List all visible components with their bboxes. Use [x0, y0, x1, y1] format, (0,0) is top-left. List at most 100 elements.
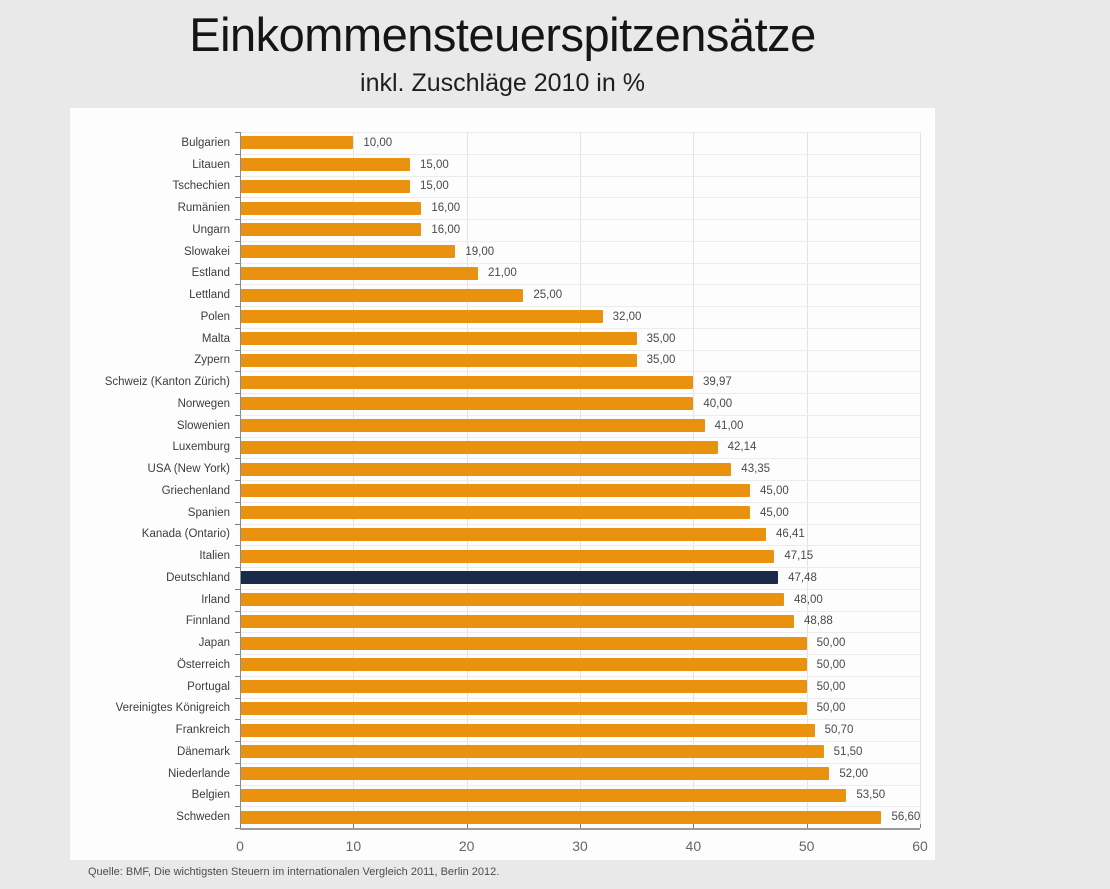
category-label: Norwegen: [177, 397, 230, 410]
category-label: Belgien: [191, 789, 230, 802]
bar-track: 16,00: [240, 219, 920, 241]
bar: [240, 158, 410, 172]
category-label: Estland: [191, 267, 230, 280]
bar-row: Zypern 35,00: [70, 350, 920, 372]
value-label: 45,00: [760, 506, 789, 519]
bar-track: 45,00: [240, 480, 920, 502]
value-label: 50,00: [816, 680, 846, 693]
category-label: Schweden: [176, 811, 230, 824]
category-label: Griechenland: [161, 484, 230, 497]
value-label: 48,00: [794, 593, 823, 606]
bar-row: Litauen 15,00: [70, 154, 920, 176]
bar-row: Belgien 53,50: [70, 785, 920, 807]
value-label: 48,88: [803, 615, 833, 628]
category-label: Bulgarien: [181, 136, 230, 149]
bar-track: 56,60: [240, 806, 920, 828]
category-label: Slowakei: [183, 245, 230, 258]
value-label: 50,00: [816, 702, 846, 715]
bar: [240, 201, 422, 215]
bar-row: Schweiz (Kanton Zürich) 39,97: [70, 371, 920, 393]
category-label: Frankreich: [175, 724, 230, 737]
bar-track: 52,00: [240, 763, 920, 785]
bar-track: 32,00: [240, 306, 920, 328]
bar: [240, 288, 524, 302]
category-label: Finnland: [185, 615, 230, 628]
category-label: Malta: [201, 332, 230, 345]
bar-row: Österreich 50,00: [70, 654, 920, 676]
bar: [240, 484, 750, 498]
bar-track: 46,41: [240, 524, 920, 546]
category-label: Irland: [201, 593, 230, 606]
bar: [240, 440, 718, 454]
value-label: 16,00: [431, 223, 461, 236]
bar-highlighted: [240, 571, 779, 585]
category-label: Kanada (Ontario): [141, 528, 230, 541]
bar-track: 41,00: [240, 415, 920, 437]
page-subtitle: inkl. Zuschläge 2010 in %: [360, 69, 645, 97]
value-label: 53,50: [856, 789, 886, 802]
x-tick-label: 40: [685, 838, 702, 854]
bar-row: Ungarn 16,00: [70, 219, 920, 241]
bar-row: Bulgarien 10,00: [70, 132, 920, 154]
value-label: 52,00: [839, 767, 869, 780]
source-note: Quelle: BMF, Die wichtigsten Steuern im …: [88, 866, 500, 878]
category-label: Dänemark: [176, 745, 230, 758]
bar: [240, 658, 807, 672]
category-label: Portugal: [187, 680, 230, 693]
bar-row: Griechenland 45,00: [70, 480, 920, 502]
bar: [240, 462, 732, 476]
value-label: 46,41: [775, 528, 805, 541]
bar-row: Slowakei 19,00: [70, 241, 920, 263]
category-label: Tschechien: [172, 180, 230, 193]
chart-panel: Bulgarien 10,00 Litauen 15,00 Tschechien 15,0…: [70, 108, 935, 860]
value-label: 45,00: [760, 484, 789, 497]
bar-track: 35,00: [240, 350, 920, 372]
bar-row: Rumänien 16,00: [70, 197, 920, 219]
x-tick: [353, 824, 355, 828]
value-label: 10,00: [363, 136, 393, 149]
bar: [240, 614, 794, 628]
category-label: Luxemburg: [172, 441, 230, 454]
value-label: 50,00: [816, 658, 846, 671]
bar: [240, 375, 693, 389]
x-tick-label: 10: [345, 838, 362, 854]
bar: [240, 810, 882, 824]
bar: [240, 701, 807, 715]
bar-track: 25,00: [240, 284, 920, 306]
x-tick-label: 50: [798, 838, 815, 854]
value-label: 35,00: [646, 354, 676, 367]
value-label: 40,00: [703, 397, 733, 410]
category-label: Litauen: [192, 158, 230, 171]
value-label: 19,00: [465, 245, 495, 258]
bar-track: 51,50: [240, 741, 920, 763]
bar-row: Portugal 50,00: [70, 676, 920, 698]
value-label: 41,00: [714, 419, 744, 432]
value-label: 32,00: [612, 310, 642, 323]
category-label: Vereinigtes Königreich: [115, 702, 230, 715]
bar-track: 50,00: [240, 698, 920, 720]
value-label: 43,35: [741, 463, 771, 476]
x-tick: [580, 824, 581, 828]
bar-row: Italien 47,15: [70, 545, 920, 567]
bar: [240, 745, 824, 759]
bar-row: Deutschland 47,48: [70, 567, 920, 589]
value-label: 39,97: [702, 376, 732, 389]
category-label: USA (New York): [147, 463, 230, 476]
value-label: 50,00: [816, 637, 846, 650]
bar-track: 15,00: [240, 154, 920, 176]
bar-track: 21,00: [240, 263, 920, 285]
x-tick-label: 20: [458, 838, 475, 854]
chart-header: Einkommensteuerspitzensätze inkl. Zuschl…: [70, 6, 935, 98]
bar: [240, 636, 807, 650]
bar-track: 50,00: [240, 632, 920, 654]
bar-row: Estland 21,00: [70, 263, 920, 285]
category-label: Ungarn: [192, 223, 230, 236]
page-title: Einkommensteuerspitzensätze: [189, 8, 816, 61]
category-label: Lettland: [189, 289, 230, 302]
category-label: Italien: [199, 550, 230, 563]
category-label: Österreich: [176, 658, 230, 671]
bar-track: 16,00: [240, 197, 920, 219]
category-label: Deutschland: [166, 571, 230, 584]
bar-track: 15,00: [240, 176, 920, 198]
category-label: Niederlande: [167, 767, 230, 780]
